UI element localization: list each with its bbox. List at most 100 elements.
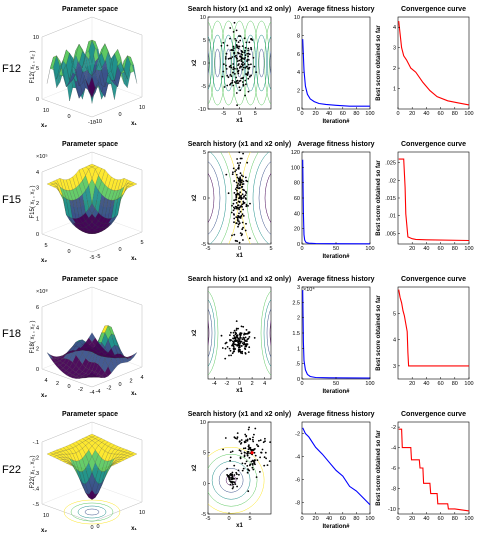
f12-search-point: [234, 67, 236, 70]
f12-search-point: [226, 84, 229, 87]
f22-search-point: [237, 469, 240, 472]
f18-convergence-xtick: 100: [464, 381, 473, 387]
f12-search-point: [248, 53, 251, 56]
f18-surface-x2tick: 2: [56, 381, 59, 387]
f15-search-point: [239, 191, 242, 194]
f18-search-point: [238, 345, 241, 348]
f12-surface-x1tick: 10: [139, 105, 145, 111]
f22-search-point: [263, 464, 266, 467]
f12-search-point: [250, 74, 252, 77]
f15-search-point: [242, 202, 245, 205]
f22-search-point: [262, 441, 265, 444]
f12-search-point: [255, 71, 258, 73]
f15-search-point: [233, 192, 236, 194]
f12-search-contour: [212, 34, 223, 92]
f15-search-point: [236, 162, 239, 165]
f18-surface-multiplier: ×10⁸: [36, 288, 48, 295]
f18-convergence-series-line: [398, 289, 469, 367]
f22-search-point: [264, 437, 266, 440]
f12-surface-x1tick: 0: [118, 112, 121, 118]
f18-surface-title: Parameter space: [62, 276, 118, 283]
f22-search-point: [238, 473, 240, 476]
f18-search-point: [234, 331, 237, 334]
row-label-f15: F15: [2, 194, 21, 206]
f18-search-xtick: 2: [251, 381, 254, 387]
f15-surface-x2label: x₂: [41, 258, 47, 264]
f22-convergence-ytick: -6: [391, 466, 396, 472]
f15-convergence-ytick: .01: [388, 214, 396, 220]
f12-search-point: [247, 52, 250, 55]
f12-fitness-ytick: 4: [297, 70, 300, 76]
f18-surface-ztick: 4: [36, 326, 39, 332]
f15-search-point: [238, 206, 241, 209]
f22-convergence-xtick: 60: [438, 516, 444, 522]
f18-search-point: [243, 332, 246, 335]
f22-search-point: [242, 467, 245, 470]
f12-search-point: [229, 57, 232, 60]
f12-surface-zlabel: F12( x₁ , x₂ ): [30, 50, 36, 83]
f18-search-point: [233, 350, 236, 353]
f18-convergence-xtick: 20: [409, 381, 415, 387]
f12-search-point: [239, 39, 242, 42]
f18-search-contour: [260, 290, 271, 376]
f15-search-xtick: 5: [269, 246, 272, 252]
f22-search-point: [229, 473, 232, 476]
f18-search-contour: [208, 319, 210, 347]
f22-fitness-title: Average fitness history: [297, 411, 374, 418]
f12-convergence-ytick: 1: [393, 87, 396, 93]
f18-fitness-ytick: 2: [297, 316, 300, 322]
f22-convergence-xtick: 100: [464, 516, 473, 522]
f12-search-plot: [207, 16, 272, 110]
f22-search-point: [252, 468, 255, 471]
f12-surface-x2tick: 0: [67, 114, 70, 120]
f22-surface-contour: [77, 505, 107, 519]
f18-search-point: [248, 336, 251, 338]
f22-search-point: [233, 464, 236, 467]
f22-search-frame: [207, 421, 272, 515]
f18-surface-ztick: 6: [36, 305, 39, 311]
f22-search-point: [229, 459, 232, 462]
f12-search-point: [253, 65, 256, 68]
f22-search-point: [254, 454, 257, 457]
f18-search-contour: [208, 290, 219, 376]
f22-fitness-ytick: -2: [295, 432, 300, 438]
f12-search-point: [236, 104, 239, 107]
f18-search-point: [234, 348, 237, 350]
f18-search-plot: [207, 286, 272, 380]
f22-fitness-xtick: 60: [340, 516, 346, 522]
f15-search-contour: [208, 172, 215, 224]
f18-search-point: [236, 336, 239, 339]
f12-search-xtick: 5: [254, 111, 257, 117]
f12-search-point: [242, 66, 245, 69]
f18-surface-x2tick: 4: [44, 378, 47, 384]
f15-fitness-xtick: 0: [300, 246, 303, 252]
f12-search-point: [241, 64, 244, 67]
f22-search-point: [247, 428, 250, 431]
f15-search-point: [240, 157, 243, 160]
f15-search-xtick: -5: [206, 246, 211, 252]
f12-search-point: [243, 37, 246, 40]
f15-search-contour: [246, 152, 259, 244]
f18-fitness-ytick: 1: [297, 346, 300, 352]
f12-search-point: [232, 63, 235, 65]
f18-search-point: [239, 334, 242, 337]
f12-search-point: [237, 82, 240, 84]
f12-search-point: [226, 74, 229, 77]
f12-convergence-ytick: 3: [393, 46, 396, 52]
row-label-f18: F18: [2, 328, 21, 340]
f12-search-point: [225, 64, 227, 67]
f12-search-point: [236, 68, 239, 70]
f22-convergence-frame: [397, 421, 470, 515]
f15-search-point: [239, 162, 242, 164]
f18-fitness-xtick: 100: [365, 381, 374, 387]
f12-search-contour: [245, 34, 256, 92]
f15-search-point: [244, 197, 247, 200]
f18-search-point: [239, 340, 242, 343]
f15-search-point: [242, 239, 244, 241]
f15-search-contour: [228, 152, 239, 244]
f15-search-point: [225, 173, 228, 176]
f22-convergence-xtick: 0: [396, 516, 399, 522]
f15-search-point: [235, 206, 238, 208]
f15-search-ytick: -5: [201, 242, 206, 248]
